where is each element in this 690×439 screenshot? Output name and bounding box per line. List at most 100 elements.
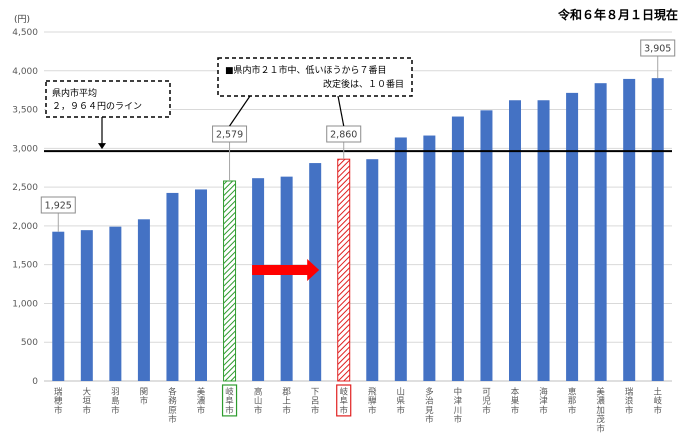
- bar: [366, 159, 379, 381]
- x-tick-char: 羽: [111, 387, 120, 397]
- x-tick-char: 土: [653, 386, 662, 397]
- x-tick-label: 土岐市: [653, 386, 662, 416]
- callout-ranking-pointer-right: [337, 95, 345, 127]
- x-tick-char: 岐: [225, 386, 234, 397]
- y-tick-label: 3,000: [12, 144, 38, 154]
- x-tick-char: 瑞: [54, 386, 63, 397]
- bar: [509, 100, 521, 381]
- x-tick-label: 高山市: [254, 386, 263, 416]
- bar: [451, 116, 464, 381]
- data-label-box: [40, 196, 76, 214]
- bar: [137, 219, 150, 381]
- x-tick-char: 岐: [653, 396, 662, 407]
- x-tick-char: 市: [225, 405, 234, 416]
- y-tick-label: 4,500: [12, 28, 38, 38]
- data-label-box: [640, 39, 676, 57]
- x-tick-char: 海: [539, 386, 548, 397]
- x-tick-char: 市: [368, 405, 377, 416]
- data-label: 2,860: [330, 130, 357, 141]
- x-tick-char: 川: [454, 406, 463, 416]
- bar: [252, 178, 265, 381]
- x-tick-char: 津: [539, 396, 548, 407]
- x-tick-label: 恵那市: [568, 386, 577, 416]
- x-tick-char: 本: [511, 386, 520, 397]
- x-tick-char: 多: [425, 386, 434, 397]
- x-tick-char: 浪: [625, 396, 634, 407]
- x-tick-char: 市: [425, 414, 434, 425]
- x-tick-char: 島: [111, 396, 120, 407]
- x-tick-char: 市: [454, 414, 463, 425]
- x-tick-char: 瑞: [625, 386, 634, 397]
- x-tick-char: 恵: [568, 386, 577, 397]
- x-tick-char: 市: [568, 405, 577, 416]
- x-tick-label: 美濃市: [197, 386, 206, 416]
- x-tick-label: 岐阜市: [336, 384, 352, 417]
- callout-ranking-box: [217, 57, 413, 97]
- y-tick-label: 2,000: [12, 222, 38, 232]
- x-tick-char: 美: [596, 386, 605, 397]
- x-tick-char: 見: [425, 406, 434, 416]
- callout-ranking-text: 改定後は、１０番目: [323, 78, 404, 90]
- x-tick-char: 下: [311, 387, 320, 397]
- x-tick-label: 瑞浪市: [625, 386, 634, 416]
- y-tick-label: 3,500: [12, 106, 38, 116]
- callout-average-text: ２，９６４円のライン: [52, 101, 142, 112]
- y-axis-unit: (円): [14, 15, 31, 25]
- callout-ranking-pointer-left: [229, 95, 251, 127]
- x-tick-char: 阜: [225, 396, 234, 407]
- x-tick-label: 関市: [140, 387, 149, 406]
- x-tick-char: 山: [254, 396, 263, 407]
- x-tick-char: 濃: [596, 396, 605, 407]
- x-tick-char: 巣: [511, 396, 520, 407]
- x-tick-char: 市: [625, 405, 634, 416]
- x-tick-label: 山県市: [397, 386, 406, 416]
- data-label: 1,925: [45, 201, 72, 212]
- x-tick-label: 海津市: [539, 386, 548, 416]
- x-tick-char: 騨: [368, 396, 377, 407]
- bar: [537, 100, 550, 381]
- bar: [52, 231, 65, 381]
- highlight-box: [221, 384, 238, 417]
- y-tick-label: 0: [32, 377, 38, 387]
- y-tick-label: 500: [21, 338, 38, 348]
- x-tick-char: 市: [653, 405, 662, 416]
- data-label: 2,579: [216, 130, 243, 141]
- x-tick-char: 務: [168, 396, 177, 407]
- x-tick-label: 可児市: [482, 387, 491, 416]
- x-tick-char: 呂: [311, 397, 320, 407]
- x-tick-char: 市: [397, 405, 406, 416]
- x-tick-char: 加: [596, 405, 605, 416]
- x-tick-char: 穂: [54, 396, 63, 407]
- x-tick-char: 濃: [197, 396, 206, 407]
- bar: [280, 176, 293, 381]
- x-tick-char: 市: [596, 424, 605, 435]
- x-tick-char: 阜: [339, 396, 348, 407]
- x-tick-label: 郡上市: [282, 386, 291, 416]
- x-tick-char: 津: [454, 396, 463, 407]
- x-tick-char: 各: [168, 386, 177, 397]
- x-tick-char: 市: [511, 405, 520, 416]
- x-tick-label: 瑞穂市: [54, 386, 63, 416]
- x-tick-char: 高: [254, 386, 263, 397]
- x-tick-char: 市: [54, 405, 63, 416]
- x-tick-char: 飛: [368, 387, 377, 397]
- callout-average-box: [45, 80, 171, 118]
- bar: [394, 137, 407, 381]
- bar: [423, 135, 436, 381]
- x-tick-char: 関: [140, 387, 149, 397]
- x-tick-char: 市: [482, 405, 491, 416]
- callout-average-text: 県内市平均: [52, 87, 97, 99]
- x-tick-char: 児: [482, 397, 491, 407]
- x-tick-char: 市: [539, 405, 548, 416]
- x-tick-char: 原: [168, 406, 177, 416]
- change-arrow: [252, 259, 320, 281]
- x-tick-label: 羽島市: [111, 387, 120, 416]
- bar: [337, 158, 351, 382]
- bar: [109, 226, 122, 381]
- x-tick-char: 茂: [596, 414, 605, 425]
- bar: [623, 78, 636, 381]
